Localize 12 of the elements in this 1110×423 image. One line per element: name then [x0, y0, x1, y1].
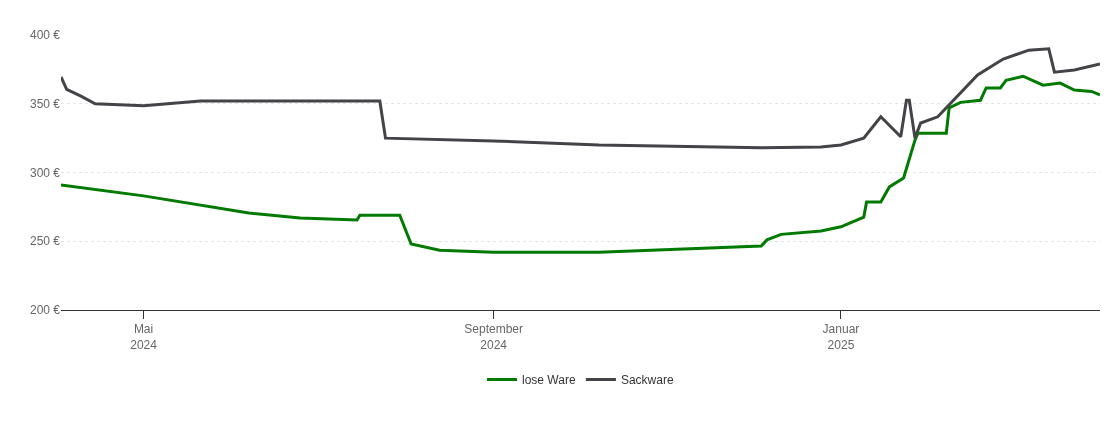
y-tick-label: 300 €	[29, 165, 61, 180]
y-tick-label: 400 €	[29, 28, 61, 43]
y-tick-label: 250 €	[29, 234, 61, 249]
line-series	[61, 74, 1100, 254]
y-tick-label: 200 €	[29, 303, 61, 318]
x-tick-label: Januar 2025	[822, 322, 860, 352]
line-series	[61, 47, 1100, 150]
x-tick-label: Mai 2024	[130, 322, 158, 352]
x-tick-label: September 2024	[464, 322, 524, 352]
y-tick-label: 350 €	[29, 96, 61, 111]
legend-label: lose Ware	[522, 373, 576, 388]
legend-label: Sackware	[620, 373, 674, 388]
